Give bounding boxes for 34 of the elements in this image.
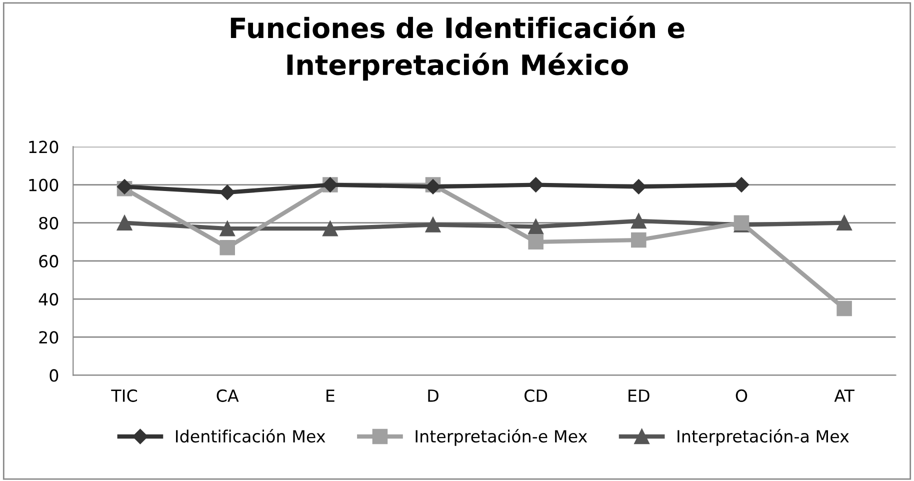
chart-title: Funciones de Identificación e Interpretación México xyxy=(230,16,684,81)
y-tick-label: 20 xyxy=(39,331,58,344)
y-tick-label: 60 xyxy=(39,254,58,268)
x-tick-label: ED xyxy=(628,390,650,402)
point xyxy=(631,232,646,248)
x-tick-label: CD xyxy=(524,389,548,402)
point xyxy=(631,213,646,229)
point xyxy=(322,220,338,236)
x-tick-label: TIC xyxy=(111,389,137,402)
legend-label: Interpretación-a Mex xyxy=(678,429,849,446)
y-tick-label: 100 xyxy=(29,178,58,192)
x-tick-label: E xyxy=(326,390,334,402)
point xyxy=(836,215,852,231)
y-tick-label: 120 xyxy=(29,140,58,154)
y-tick-label: 0 xyxy=(50,369,58,382)
point xyxy=(220,220,235,236)
point xyxy=(425,217,441,232)
y-tick-label: 40 xyxy=(38,292,58,306)
legend-label: Identificación Mex xyxy=(176,429,326,443)
x-tick-label: AT xyxy=(834,390,854,402)
point xyxy=(116,215,132,231)
point xyxy=(528,234,544,250)
point xyxy=(836,300,852,316)
y-tick-label: 80 xyxy=(39,216,58,230)
x-tick-label: CA xyxy=(216,389,239,402)
legend-label: Interpretación-e Mex xyxy=(416,429,588,446)
point xyxy=(528,219,544,234)
point xyxy=(734,177,750,192)
point xyxy=(631,179,646,194)
x-tick-label: D xyxy=(428,390,438,402)
point xyxy=(528,177,544,192)
x-tick-label: O xyxy=(736,389,748,402)
point xyxy=(220,184,235,200)
point xyxy=(220,240,235,256)
